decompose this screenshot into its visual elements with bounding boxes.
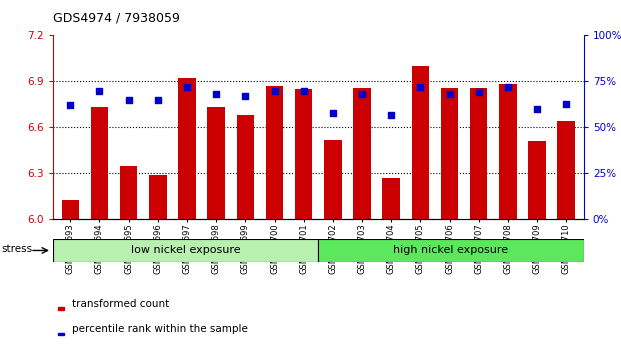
Point <box>474 90 484 95</box>
Bar <box>412 66 429 219</box>
Text: stress: stress <box>1 244 32 254</box>
Bar <box>383 178 400 219</box>
Bar <box>53 239 319 262</box>
Point <box>124 97 134 103</box>
Bar <box>120 166 137 219</box>
Text: percentile rank within the sample: percentile rank within the sample <box>71 324 247 334</box>
Bar <box>295 89 312 219</box>
Point <box>240 93 250 99</box>
Point <box>532 106 542 112</box>
Text: GDS4974 / 7938059: GDS4974 / 7938059 <box>53 12 179 25</box>
Text: transformed count: transformed count <box>71 298 169 309</box>
Point <box>445 91 455 97</box>
Bar <box>441 87 458 219</box>
Text: high nickel exposure: high nickel exposure <box>394 245 509 256</box>
Bar <box>470 87 487 219</box>
Point <box>415 84 425 90</box>
Bar <box>207 108 225 219</box>
Bar <box>91 108 108 219</box>
Bar <box>58 333 63 336</box>
Text: low nickel exposure: low nickel exposure <box>130 245 240 256</box>
Bar <box>324 140 342 219</box>
Bar <box>61 200 79 219</box>
Bar <box>149 175 166 219</box>
Point <box>503 84 513 90</box>
Bar <box>353 87 371 219</box>
Bar <box>528 141 546 219</box>
Bar <box>237 115 254 219</box>
Bar <box>558 121 575 219</box>
Point <box>561 101 571 106</box>
Bar <box>58 307 63 310</box>
Point <box>153 97 163 103</box>
Point <box>357 91 367 97</box>
Point <box>211 91 221 97</box>
Bar <box>499 85 517 219</box>
Point <box>94 88 104 93</box>
Bar <box>319 239 584 262</box>
Point <box>65 103 75 108</box>
Bar <box>266 86 283 219</box>
Point <box>270 88 279 93</box>
Point <box>328 110 338 115</box>
Bar <box>178 78 196 219</box>
Point <box>386 112 396 118</box>
Point <box>182 84 192 90</box>
Point <box>299 88 309 93</box>
